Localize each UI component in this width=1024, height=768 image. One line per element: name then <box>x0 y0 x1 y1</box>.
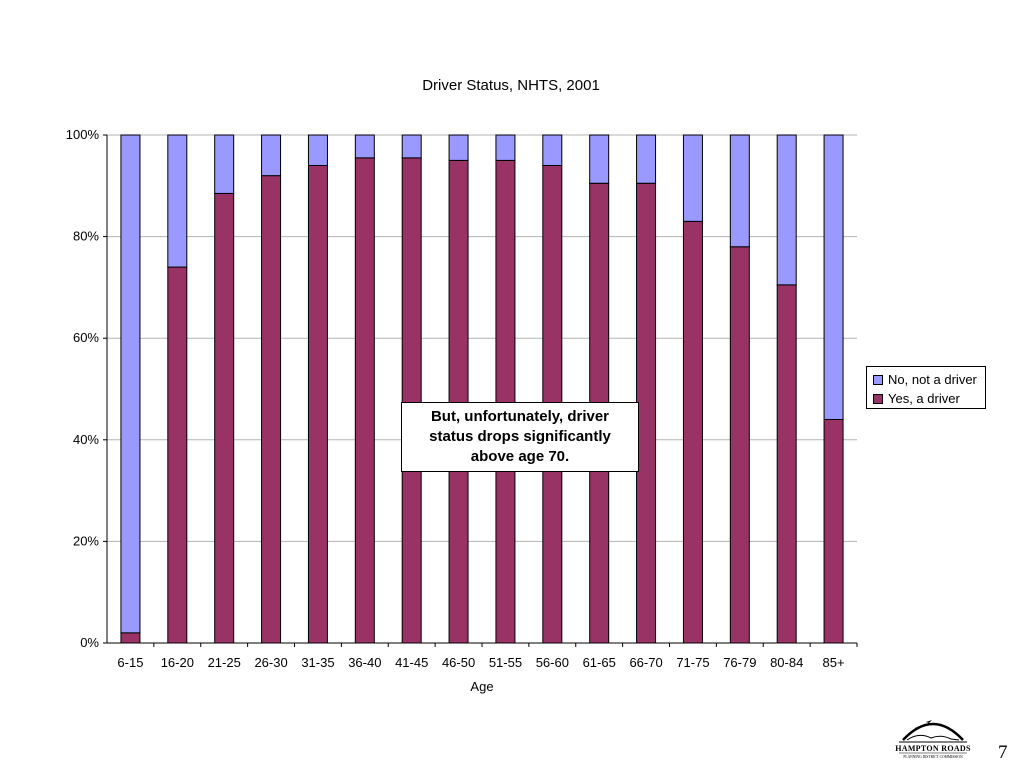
x-tick-label: 80-84 <box>770 655 803 670</box>
bar-driver-66-70 <box>636 182 657 644</box>
bar-not-driver-21-25 <box>214 134 235 194</box>
y-tick-label: 40% <box>73 432 99 447</box>
x-tick-label: 16-20 <box>161 655 194 670</box>
bar-not-driver-71-75 <box>682 134 703 222</box>
bar-driver-16-20 <box>167 266 188 644</box>
x-tick-label: 85+ <box>823 655 845 670</box>
x-axis-label: Age <box>470 679 493 694</box>
bar-driver-36-40 <box>354 157 375 644</box>
y-tick-labels: 0% 20% 40% 60% 80% 100% <box>66 127 107 650</box>
y-tick-label: 100% <box>66 127 100 142</box>
x-tick-label: 41-45 <box>395 655 428 670</box>
legend-label-not-driver: No, not a driver <box>888 372 977 387</box>
bar-driver-76-79 <box>729 246 750 644</box>
x-tick-label: 66-70 <box>629 655 662 670</box>
bar-not-driver-31-35 <box>307 134 328 166</box>
bar-driver-21-25 <box>214 192 235 644</box>
x-tick-label: 71-75 <box>676 655 709 670</box>
bar-not-driver-26-30 <box>261 134 282 177</box>
chart-title: Driver Status, NHTS, 2001 <box>422 77 600 94</box>
bar-not-driver-80-84 <box>776 134 797 286</box>
x-tick-label: 51-55 <box>489 655 522 670</box>
bar-not-driver-6-15 <box>120 134 141 634</box>
legend-swatch-driver <box>873 393 883 404</box>
bar-driver-41-45 <box>401 157 422 644</box>
bar-driver-6-15 <box>120 632 141 644</box>
y-tick-label: 0% <box>80 635 99 650</box>
x-tick-label: 61-65 <box>583 655 616 670</box>
logo-subtitle: PLANNING DISTRICT COMMISSION <box>903 755 963 759</box>
x-tick-label: 36-40 <box>348 655 381 670</box>
bar-not-driver-61-65 <box>589 134 610 184</box>
y-tick-label: 60% <box>73 330 99 345</box>
bar-not-driver-66-70 <box>636 134 657 184</box>
y-tick-label: 20% <box>73 533 99 548</box>
bars <box>120 134 844 644</box>
x-tick-label: 26-30 <box>254 655 287 670</box>
x-tick-label: 76-79 <box>723 655 756 670</box>
bar-not-driver-85+ <box>823 134 844 420</box>
bar-not-driver-46-50 <box>448 134 469 161</box>
x-tick-label: 21-25 <box>208 655 241 670</box>
logo-title: HAMPTON ROADS <box>895 744 971 753</box>
bar-not-driver-16-20 <box>167 134 188 268</box>
x-tick-label: 46-50 <box>442 655 475 670</box>
page-number: 7 <box>998 742 1008 763</box>
bar-driver-31-35 <box>307 164 328 644</box>
x-tick-label: 56-60 <box>536 655 569 670</box>
bar-not-driver-41-45 <box>401 134 422 159</box>
legend-swatch-not-driver <box>873 374 883 385</box>
legend-item-driver: Yes, a driver <box>873 389 985 408</box>
bar-not-driver-36-40 <box>354 134 375 159</box>
bar-driver-80-84 <box>776 284 797 644</box>
hampton-roads-logo: HAMPTON ROADS PLANNING DISTRICT COMMISSI… <box>895 720 971 759</box>
bar-not-driver-56-60 <box>542 134 563 166</box>
bar-driver-26-30 <box>261 175 282 644</box>
chart-legend: No, not a driver Yes, a driver <box>866 366 986 409</box>
annotation-callout: But, unfortunately, driver status drops … <box>401 402 639 472</box>
x-tick-label: 31-35 <box>301 655 334 670</box>
bar-not-driver-76-79 <box>729 134 750 248</box>
x-tick-label: 6-15 <box>117 655 143 670</box>
bar-not-driver-51-55 <box>495 134 516 161</box>
bar-driver-71-75 <box>682 220 703 644</box>
y-tick-label: 80% <box>73 229 99 244</box>
x-tick-labels: 6-15 16-20 21-25 26-30 31-35 36-40 41-45 46-50 5… <box>117 643 858 670</box>
bar-driver-85+ <box>823 418 844 644</box>
legend-label-driver: Yes, a driver <box>888 391 960 406</box>
legend-item-not-driver: No, not a driver <box>873 370 985 389</box>
